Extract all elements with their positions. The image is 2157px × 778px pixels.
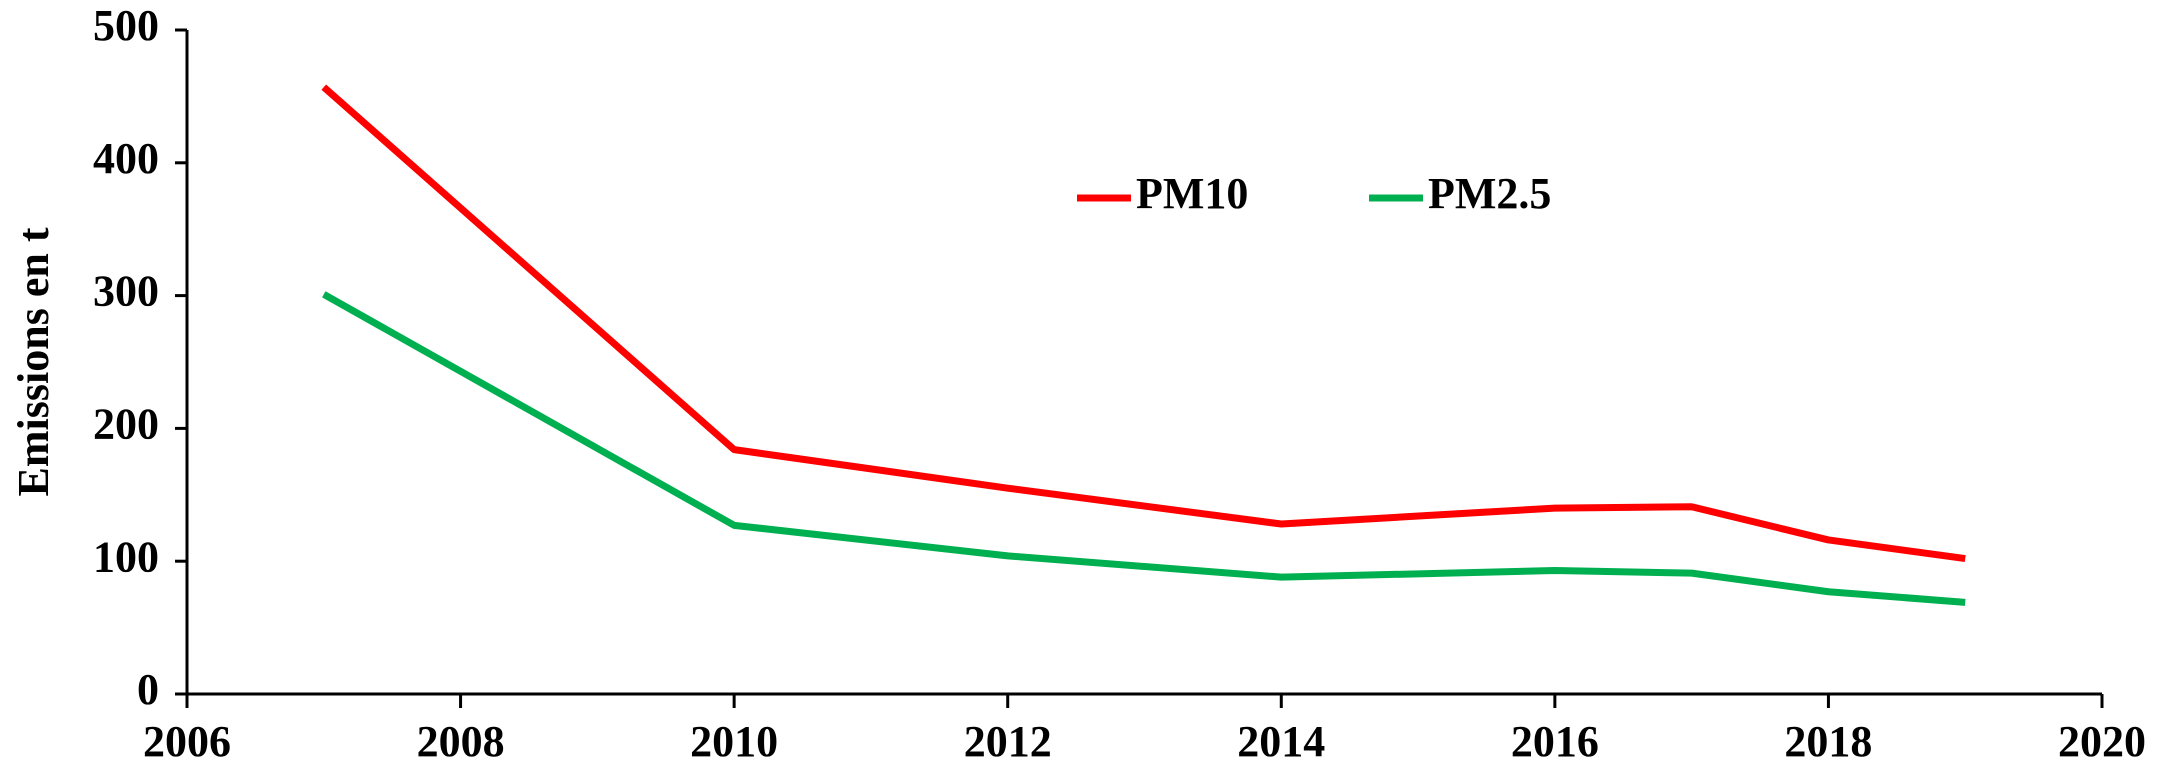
line-series <box>322 291 1966 606</box>
x-tick-label: 2020 <box>2058 717 2146 766</box>
y-tick-label: 0 <box>137 665 159 714</box>
x-tick-label: 2006 <box>143 717 231 766</box>
legend-label: PM2.5 <box>1428 169 1551 218</box>
x-tick-label: 2014 <box>1237 717 1325 766</box>
x-tick-label: 2016 <box>1511 717 1599 766</box>
line-series <box>321 84 1966 563</box>
x-tick-label: 2010 <box>690 717 778 766</box>
y-tick-label: 200 <box>93 399 159 448</box>
y-axis-label: Emissions en t <box>9 227 58 496</box>
y-tick-label: 400 <box>93 134 159 183</box>
legend-label: PM10 <box>1136 169 1248 218</box>
y-tick-label: 300 <box>93 267 159 316</box>
y-tick-label: 500 <box>93 1 159 50</box>
x-tick-label: 2008 <box>417 717 505 766</box>
y-tick-label: 100 <box>93 532 159 581</box>
x-tick-label: 2018 <box>1784 717 1872 766</box>
x-tick-label: 2012 <box>964 717 1052 766</box>
